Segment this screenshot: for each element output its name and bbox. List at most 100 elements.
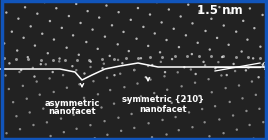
Text: symmetric {210}: symmetric {210} bbox=[122, 95, 204, 104]
Point bbox=[254, 94, 258, 96]
Point bbox=[93, 137, 97, 139]
Point bbox=[193, 73, 198, 75]
Point bbox=[162, 75, 167, 77]
Point bbox=[240, 97, 245, 100]
Point bbox=[21, 37, 26, 39]
Point bbox=[183, 98, 187, 100]
Point bbox=[105, 77, 109, 79]
Point bbox=[105, 134, 110, 136]
Point bbox=[221, 132, 226, 134]
Point bbox=[44, 63, 48, 65]
Point bbox=[35, 138, 40, 140]
Point bbox=[102, 63, 106, 65]
Point bbox=[96, 48, 100, 50]
Point bbox=[65, 47, 69, 49]
Point bbox=[190, 22, 195, 24]
Point bbox=[160, 56, 165, 58]
Point bbox=[258, 46, 263, 48]
Point bbox=[48, 20, 52, 22]
Point bbox=[71, 34, 75, 37]
Point bbox=[260, 14, 265, 16]
Point bbox=[186, 4, 190, 6]
Point bbox=[233, 70, 237, 72]
Point bbox=[117, 11, 121, 13]
Point bbox=[163, 71, 167, 73]
Point bbox=[67, 15, 71, 17]
Point bbox=[187, 111, 191, 114]
Point bbox=[202, 61, 206, 63]
Point bbox=[251, 138, 256, 140]
Point bbox=[7, 88, 11, 90]
Point bbox=[265, 33, 268, 36]
Point bbox=[221, 55, 226, 58]
Point bbox=[203, 121, 207, 123]
Point bbox=[85, 10, 90, 12]
Point bbox=[190, 126, 195, 128]
Point bbox=[11, 101, 15, 103]
Point bbox=[88, 66, 93, 68]
Point bbox=[245, 38, 250, 41]
Point bbox=[203, 64, 207, 66]
Point bbox=[184, 34, 188, 36]
Point bbox=[77, 83, 81, 85]
Point bbox=[180, 85, 184, 88]
Point bbox=[46, 52, 50, 54]
Point bbox=[70, 65, 75, 67]
Point bbox=[57, 60, 61, 62]
Point bbox=[208, 48, 212, 51]
Point bbox=[158, 51, 162, 53]
Point bbox=[257, 108, 262, 110]
Point bbox=[170, 58, 174, 60]
Point bbox=[10, 31, 14, 33]
Point bbox=[122, 86, 126, 88]
Point bbox=[244, 69, 248, 72]
Point bbox=[0, 62, 4, 64]
Point bbox=[246, 56, 250, 59]
Point bbox=[241, 20, 245, 22]
Text: nanofacet: nanofacet bbox=[139, 104, 187, 114]
Point bbox=[57, 57, 62, 60]
Point bbox=[146, 122, 151, 124]
Point bbox=[4, 11, 9, 14]
Point bbox=[39, 63, 43, 65]
Point bbox=[231, 114, 235, 117]
Point bbox=[110, 24, 114, 26]
Point bbox=[229, 12, 233, 14]
Point bbox=[264, 77, 268, 79]
Point bbox=[251, 57, 255, 60]
Text: asymmetric: asymmetric bbox=[44, 99, 100, 108]
Point bbox=[12, 0, 16, 1]
Point bbox=[177, 129, 181, 131]
Point bbox=[240, 50, 244, 53]
Point bbox=[40, 33, 44, 35]
Point bbox=[177, 46, 181, 48]
Point bbox=[32, 75, 37, 78]
Point bbox=[99, 106, 104, 109]
Point bbox=[28, 111, 32, 114]
Point bbox=[155, 1, 159, 3]
Point bbox=[135, 82, 140, 85]
Point bbox=[18, 128, 22, 130]
Point bbox=[2, 42, 6, 45]
Point bbox=[74, 3, 78, 5]
Point bbox=[129, 113, 134, 115]
Point bbox=[75, 59, 79, 61]
Point bbox=[29, 25, 33, 27]
Point bbox=[197, 55, 201, 57]
Point bbox=[246, 67, 251, 69]
Point bbox=[112, 102, 116, 105]
Point bbox=[233, 56, 238, 58]
Point bbox=[75, 128, 79, 130]
Point bbox=[1, 118, 5, 121]
Point bbox=[116, 59, 120, 61]
Point bbox=[41, 108, 46, 110]
Point bbox=[33, 45, 37, 47]
Point bbox=[52, 38, 56, 41]
Point bbox=[247, 124, 252, 126]
Point bbox=[19, 69, 23, 71]
Point bbox=[116, 117, 121, 119]
Point bbox=[232, 63, 236, 65]
Point bbox=[35, 80, 39, 83]
Point bbox=[136, 7, 140, 9]
Point bbox=[3, 74, 8, 77]
